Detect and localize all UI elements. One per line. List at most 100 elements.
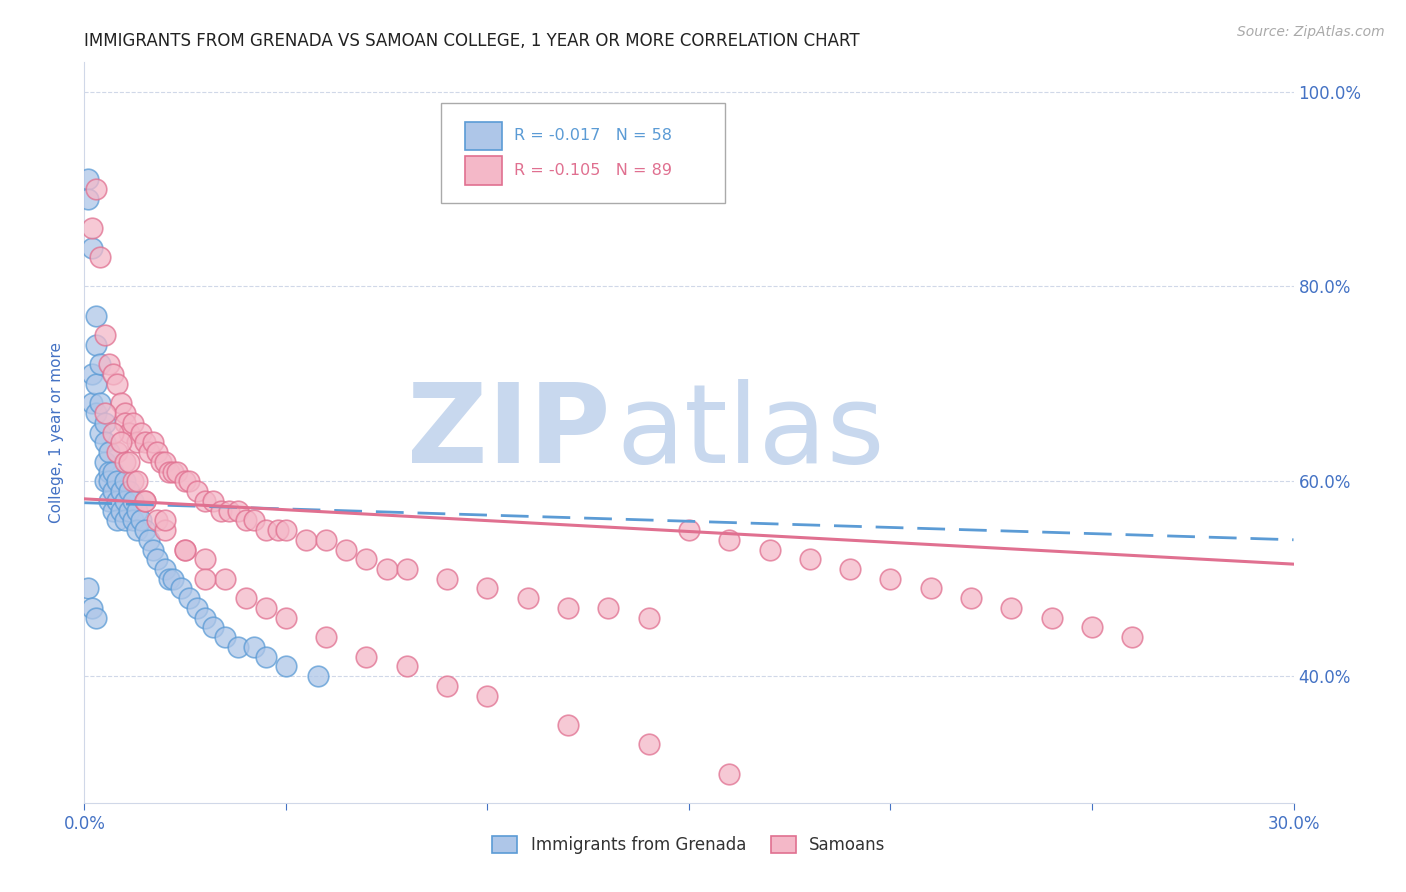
Point	[101, 503, 124, 517]
Point	[274, 659, 297, 673]
Point	[89, 250, 111, 264]
Point	[267, 523, 290, 537]
FancyBboxPatch shape	[465, 156, 502, 185]
Point	[242, 513, 264, 527]
Point	[166, 465, 188, 479]
Point	[153, 562, 176, 576]
Point	[194, 552, 217, 566]
Text: ZIP: ZIP	[406, 379, 610, 486]
Point	[118, 455, 141, 469]
Point	[395, 562, 418, 576]
Point	[97, 493, 120, 508]
Point	[174, 542, 197, 557]
Point	[162, 465, 184, 479]
Point	[516, 591, 538, 606]
Point	[89, 358, 111, 372]
Point	[758, 542, 780, 557]
Point	[93, 406, 115, 420]
Point	[121, 475, 143, 489]
Point	[920, 582, 942, 596]
Point	[678, 523, 700, 537]
Point	[101, 465, 124, 479]
Point	[477, 582, 499, 596]
Point	[477, 689, 499, 703]
Point	[93, 328, 115, 343]
Point	[218, 503, 240, 517]
Point	[105, 376, 128, 391]
Point	[295, 533, 318, 547]
Point	[114, 406, 136, 420]
Point	[162, 572, 184, 586]
Point	[274, 523, 297, 537]
Point	[110, 503, 132, 517]
Point	[97, 358, 120, 372]
Point	[121, 416, 143, 430]
Point	[129, 513, 152, 527]
Point	[110, 484, 132, 499]
Point	[142, 435, 165, 450]
Point	[179, 475, 201, 489]
Point	[226, 640, 249, 654]
Point	[799, 552, 821, 566]
Point	[146, 513, 169, 527]
Point	[153, 523, 176, 537]
Point	[226, 503, 249, 517]
Point	[134, 493, 156, 508]
Point	[315, 533, 337, 547]
Point	[375, 562, 398, 576]
Point	[157, 572, 180, 586]
Point	[174, 542, 197, 557]
Point	[142, 542, 165, 557]
Point	[101, 367, 124, 381]
Point	[114, 475, 136, 489]
Point	[86, 182, 108, 196]
Point	[110, 435, 132, 450]
Point	[718, 766, 741, 780]
Point	[134, 523, 156, 537]
FancyBboxPatch shape	[465, 121, 502, 150]
Point	[436, 572, 458, 586]
Point	[93, 455, 115, 469]
Point	[1121, 630, 1143, 644]
Point	[97, 465, 120, 479]
Point	[86, 309, 108, 323]
Point	[202, 493, 225, 508]
Point	[125, 435, 148, 450]
Point	[186, 601, 208, 615]
Point	[839, 562, 862, 576]
Point	[105, 493, 128, 508]
Point	[637, 737, 659, 751]
Point	[101, 425, 124, 440]
Point	[105, 513, 128, 527]
Point	[82, 601, 104, 615]
Text: IMMIGRANTS FROM GRENADA VS SAMOAN COLLEGE, 1 YEAR OR MORE CORRELATION CHART: IMMIGRANTS FROM GRENADA VS SAMOAN COLLEG…	[84, 32, 860, 50]
Point	[174, 475, 197, 489]
Point	[82, 221, 104, 235]
Text: R = -0.017   N = 58: R = -0.017 N = 58	[513, 128, 672, 144]
Point	[118, 425, 141, 440]
Point	[436, 679, 458, 693]
Point	[125, 475, 148, 489]
Point	[121, 493, 143, 508]
Point	[86, 610, 108, 624]
Point	[170, 582, 193, 596]
Point	[134, 435, 156, 450]
Point	[110, 396, 132, 410]
Point	[114, 455, 136, 469]
Point	[153, 455, 176, 469]
Point	[114, 493, 136, 508]
Point	[557, 601, 579, 615]
FancyBboxPatch shape	[441, 103, 725, 203]
Point	[254, 523, 277, 537]
Point	[105, 475, 128, 489]
Text: Source: ZipAtlas.com: Source: ZipAtlas.com	[1237, 25, 1385, 39]
Point	[77, 582, 100, 596]
Point	[307, 669, 329, 683]
Point	[105, 445, 128, 459]
Point	[138, 533, 160, 547]
Point	[235, 591, 257, 606]
Point	[89, 425, 111, 440]
Point	[138, 445, 160, 459]
Point	[194, 493, 217, 508]
Point	[82, 367, 104, 381]
